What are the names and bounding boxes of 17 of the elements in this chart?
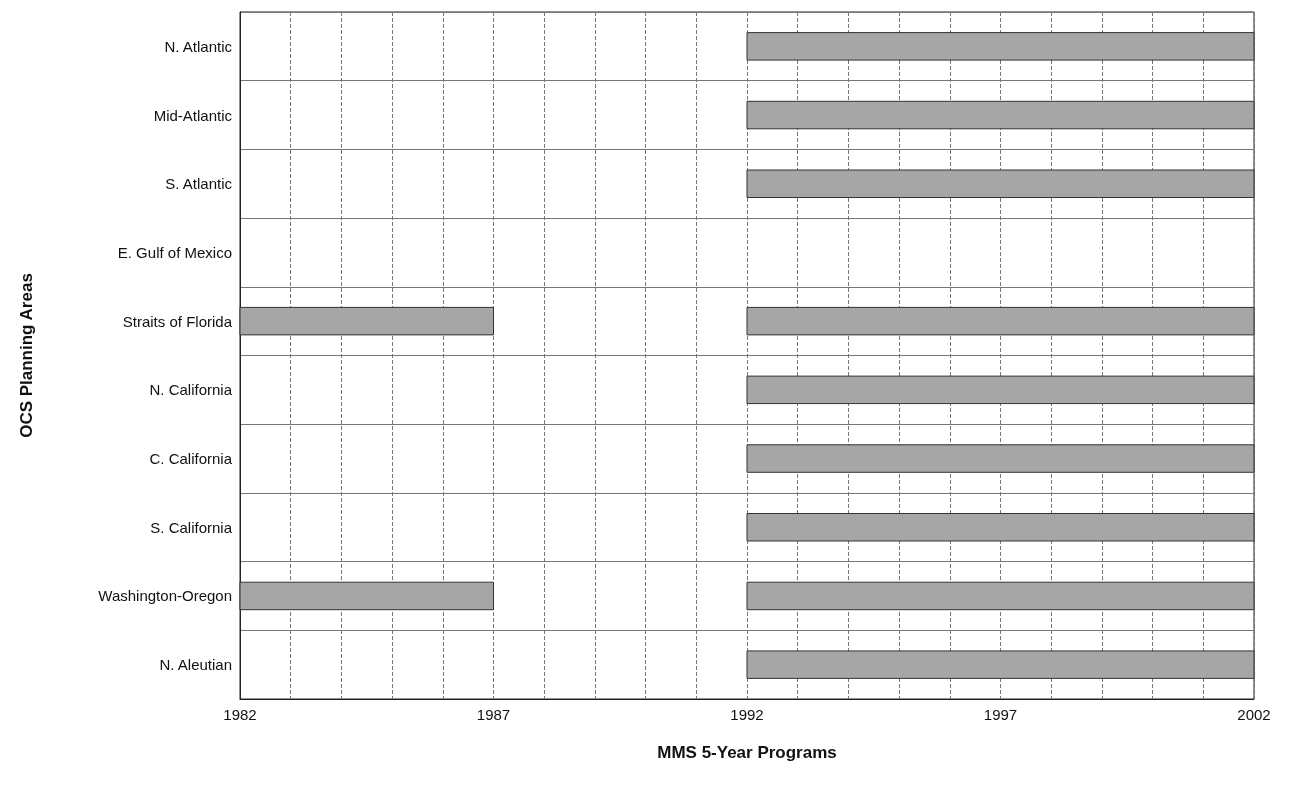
y-tick-label: Straits of Florida	[122, 312, 233, 330]
x-tick-label: 1992	[730, 706, 764, 723]
y-tick-label: C. California	[149, 450, 233, 468]
x-tick-label: 1982	[223, 706, 257, 723]
y-tick-label: S. California	[150, 518, 233, 536]
y-axis-title: OCS Planning Areas	[17, 273, 36, 438]
y-tick-label: S. Atlantic	[165, 175, 233, 193]
y-tick-label: Washington-Oregon	[98, 587, 232, 605]
x-tick-label: 2002	[1237, 706, 1271, 723]
x-axis-title: MMS 5-Year Programs	[657, 743, 837, 762]
x-tick-label: 1987	[476, 706, 511, 723]
x-tick-label: 1997	[983, 706, 1018, 723]
y-tick-label: N. California	[149, 381, 233, 399]
y-tick-label: N. Aleutian	[159, 656, 232, 674]
y-tick-label: Mid-Atlantic	[153, 106, 233, 124]
y-tick-label: E. Gulf of Mexico	[117, 243, 232, 261]
y-tick-label: N. Atlantic	[164, 37, 233, 55]
